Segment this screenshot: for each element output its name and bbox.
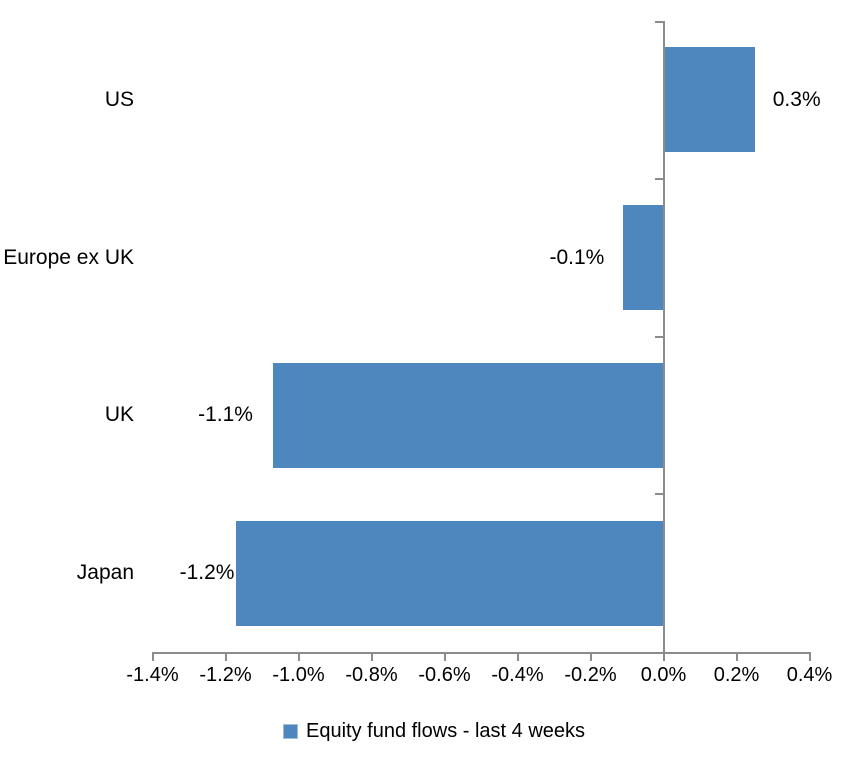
x-tick-label: 0.4% [786,664,833,686]
x-axis-tick [297,654,300,661]
category-axis-tick [654,177,663,180]
value-label: 0.3% [772,87,821,111]
x-tick-label: -1.4% [126,664,179,686]
x-axis-tick [808,654,811,661]
x-tick-label: -0.6% [418,664,471,686]
x-tick-label: -0.8% [345,664,398,686]
x-tick-label: 0.2% [713,664,760,686]
x-axis-line [151,652,811,654]
x-axis-tick [735,654,738,661]
x-axis-tick [589,654,592,661]
zero-axis-line [662,21,665,652]
x-tick-label: -1.2% [199,664,252,686]
x-axis-tick [370,654,373,661]
x-axis-tick [224,654,227,661]
category-axis-tick [654,21,663,23]
bar-uk [272,362,664,468]
value-label: -1.1% [198,403,253,427]
value-label: -1.2% [179,561,235,585]
x-axis-tick [443,654,446,661]
x-tick-label: -0.4% [491,664,544,686]
category-label: Japan [76,561,134,585]
x-axis-tick [516,654,519,661]
category-label: Europe ex UK [3,245,134,269]
x-axis-tick [662,654,665,661]
x-axis-tick [151,654,154,661]
bar-europe-ex-uk [623,205,664,311]
legend: Equity fund flows - last 4 weeks [283,720,585,743]
category-label: US [104,87,134,111]
bar-japan [236,520,664,626]
x-tick-label: -0.2% [564,664,617,686]
x-tick-label: 0.0% [640,664,687,686]
category-label: UK [104,403,134,427]
legend-label: Equity fund flows - last 4 weeks [306,720,586,742]
x-tick-label: -1.0% [272,664,325,686]
category-axis-tick [654,493,663,496]
legend-swatch-icon [283,724,298,739]
bar-us [663,47,755,153]
value-label: -0.1% [549,245,605,269]
category-axis-tick [654,335,663,338]
